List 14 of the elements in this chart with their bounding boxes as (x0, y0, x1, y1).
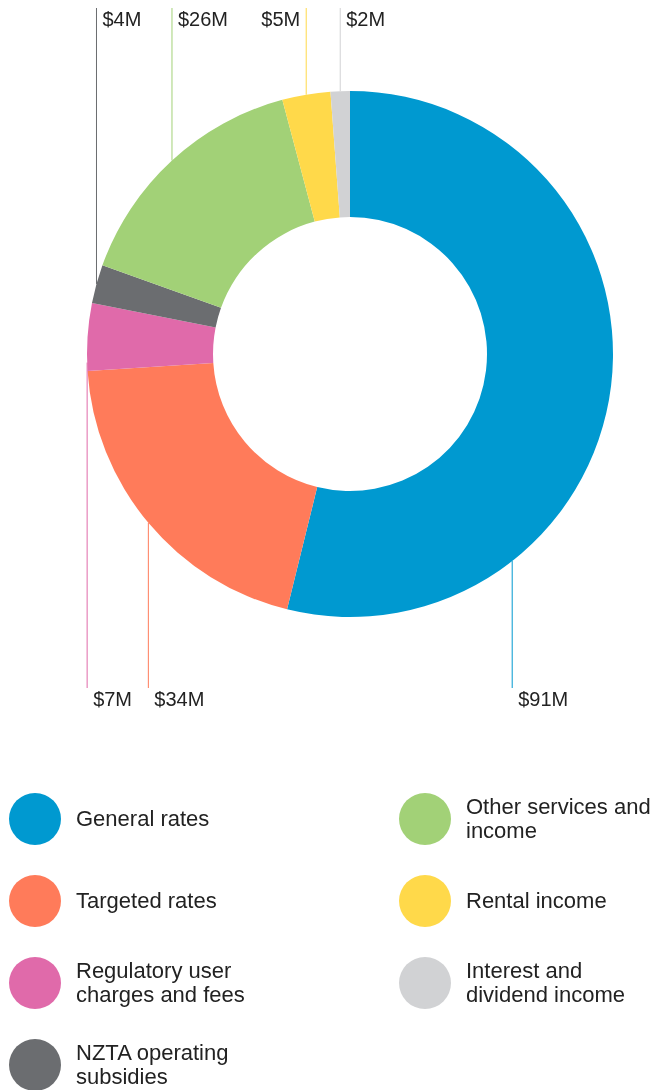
legend-label: Rental income (466, 888, 607, 913)
legend-label: Interest and dividend income (466, 958, 626, 1007)
legend-label: Targeted rates (76, 888, 217, 913)
legend-label: NZTA operating subsidies (76, 1040, 230, 1089)
legend-label: Other services and income (466, 794, 652, 843)
data-label: $91M (518, 688, 569, 710)
legend-label: General rates (76, 806, 210, 831)
data-label: $7M (93, 688, 133, 710)
legend-label: Regulatory user charges and fees (76, 958, 246, 1007)
data-label: $5M (261, 8, 301, 30)
data-label: $34M (154, 688, 205, 710)
data-label: $26M (177, 8, 228, 30)
data-label: $4M (102, 8, 142, 30)
data-label: $2M (346, 8, 386, 30)
